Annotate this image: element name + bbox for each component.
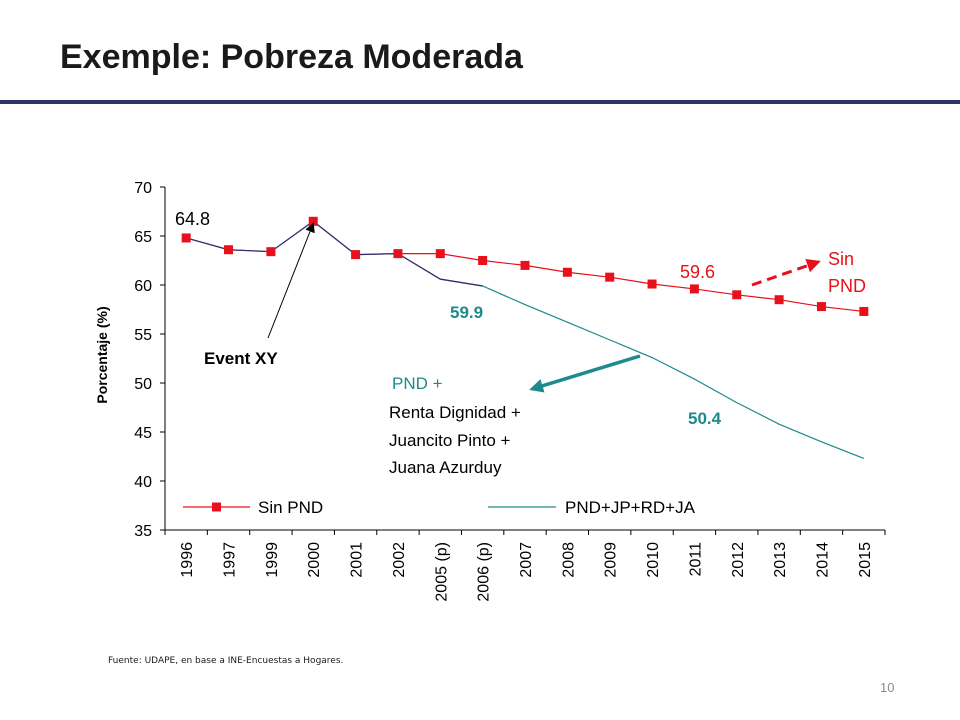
y-tick-label: 70 bbox=[134, 180, 152, 197]
y-tick-label: 40 bbox=[134, 474, 152, 491]
y-tick-label: 60 bbox=[134, 278, 152, 295]
data-point-sin-pnd bbox=[435, 249, 445, 259]
y-tick-label: 45 bbox=[134, 425, 152, 442]
pnd-mid-value-label: 59.9 bbox=[450, 303, 483, 322]
data-point-sin-pnd bbox=[351, 250, 361, 260]
data-point-sin-pnd bbox=[689, 284, 699, 294]
x-tick-label: 1997 bbox=[222, 542, 239, 578]
data-point-sin-pnd bbox=[520, 260, 530, 270]
data-point-sin-pnd bbox=[774, 295, 784, 305]
chart-annotations: 64.8 Event XY 59.6 Sin PND 59.9 50.4 PND + Renta… bbox=[175, 209, 866, 477]
slide-title: Exemple: Pobreza Moderada bbox=[60, 38, 523, 76]
sin-pnd-callout-line2: PND bbox=[828, 276, 866, 296]
data-point-sin-pnd bbox=[224, 245, 234, 255]
series-lines bbox=[186, 220, 865, 460]
series-markers bbox=[181, 216, 869, 316]
x-tick-label: 2011 bbox=[687, 542, 704, 577]
legend-label-sin-pnd: Sin PND bbox=[258, 498, 323, 517]
poverty-line-chart: 70 65 60 55 50 45 40 35 1996 1997 1999 2000 2001 200… bbox=[94, 180, 886, 602]
sin-pnd-value-label: 59.6 bbox=[680, 262, 715, 282]
legend-label-pnd: PND+JP+RD+JA bbox=[565, 498, 696, 517]
series-line-sin-pnd bbox=[397, 253, 864, 313]
x-tick-label: 2001 bbox=[349, 542, 366, 578]
event-arrow bbox=[267, 222, 315, 339]
title-divider bbox=[0, 100, 960, 104]
page-number: 10 bbox=[880, 680, 895, 695]
x-tick-label: 2002 bbox=[391, 542, 408, 578]
sin-pnd-callout-arrow bbox=[751, 259, 821, 287]
sin-pnd-callout-line1: Sin bbox=[828, 249, 854, 269]
pnd-callout-line: Juana Azurduy bbox=[389, 458, 502, 477]
x-tick-label: 2010 bbox=[645, 542, 662, 578]
pnd-callout-line: PND + bbox=[392, 374, 443, 393]
data-point-sin-pnd bbox=[647, 279, 657, 289]
data-point-sin-pnd bbox=[732, 290, 742, 300]
first-value-label: 64.8 bbox=[175, 209, 210, 229]
y-tick-label: 35 bbox=[134, 523, 152, 540]
series-line-pnd-jp-rd-ja bbox=[186, 220, 865, 460]
pnd-end-value-label: 50.4 bbox=[688, 409, 722, 428]
pnd-callout-line: Juancito Pinto + bbox=[389, 431, 511, 450]
y-tick-label: 55 bbox=[134, 327, 152, 344]
x-tick-label: 2005 (p) bbox=[433, 542, 450, 602]
x-tick-labels: 1996 1997 1999 2000 2001 2002 2005 (p) 2006 (p)… bbox=[179, 542, 874, 602]
y-tick-label: 65 bbox=[134, 229, 152, 246]
data-point-sin-pnd bbox=[266, 247, 276, 257]
y-tick-labels: 70 65 60 55 50 45 40 35 bbox=[134, 180, 152, 540]
data-point-sin-pnd bbox=[605, 272, 615, 282]
y-tick-label: 50 bbox=[134, 376, 152, 393]
data-point-sin-pnd bbox=[308, 216, 318, 226]
x-tick-label: 2006 (p) bbox=[476, 542, 493, 602]
x-tick-label: 2007 bbox=[518, 542, 535, 578]
x-tick-label: 2008 bbox=[560, 542, 577, 578]
legend-marker-sin-pnd bbox=[212, 502, 221, 512]
series-line-shared-segment bbox=[186, 220, 483, 287]
chart-axes bbox=[160, 186, 886, 535]
data-point-sin-pnd bbox=[562, 267, 572, 277]
y-axis-label: Porcentaje (%) bbox=[94, 306, 110, 403]
data-point-sin-pnd bbox=[393, 249, 403, 259]
x-tick-label: 2012 bbox=[730, 542, 747, 578]
event-label: Event XY bbox=[204, 349, 278, 368]
x-tick-label: 1999 bbox=[264, 542, 281, 578]
x-tick-label: 2014 bbox=[814, 542, 831, 578]
data-point-sin-pnd bbox=[181, 233, 191, 243]
data-point-sin-pnd bbox=[859, 306, 869, 316]
x-tick-label: 2013 bbox=[772, 542, 789, 578]
data-point-sin-pnd bbox=[478, 256, 488, 265]
pnd-callout-line: Renta Dignidad + bbox=[389, 403, 521, 422]
x-tick-label: 2009 bbox=[603, 542, 620, 578]
x-tick-label: 2015 bbox=[857, 542, 874, 578]
data-point-sin-pnd bbox=[816, 302, 826, 312]
chart-legend: Sin PND PND+JP+RD+JA bbox=[183, 498, 696, 517]
source-note: Fuente: UDAPE, en base a INE-Encuestas a… bbox=[108, 656, 344, 666]
x-tick-label: 1996 bbox=[179, 542, 196, 578]
x-tick-label: 2000 bbox=[306, 542, 323, 578]
pnd-callout-arrow bbox=[529, 354, 641, 393]
